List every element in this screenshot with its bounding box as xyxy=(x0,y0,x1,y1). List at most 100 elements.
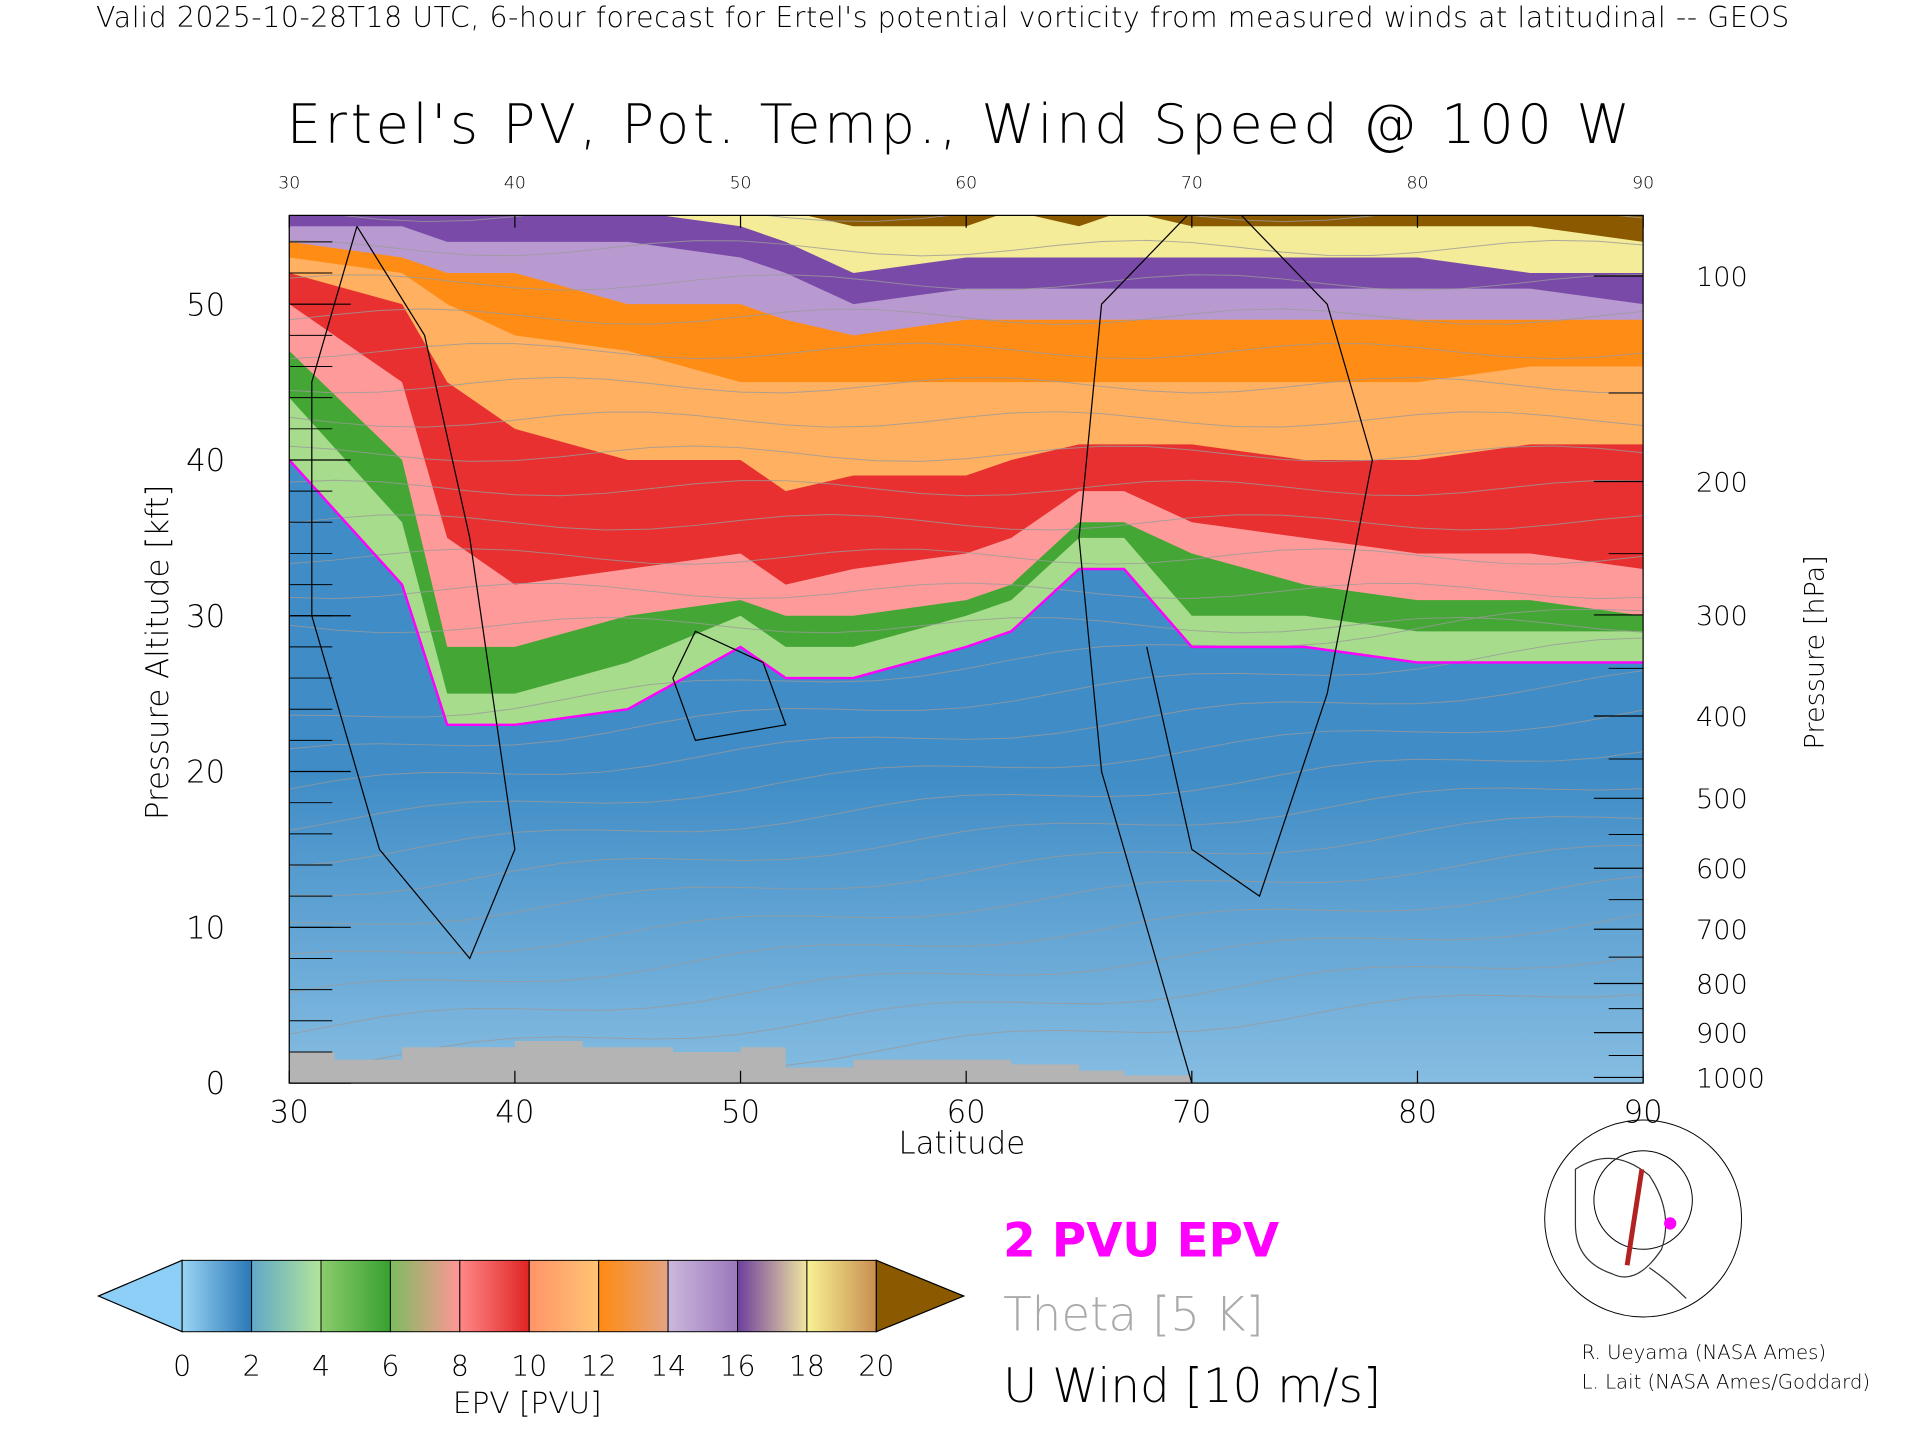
map-coastline xyxy=(1574,1157,1687,1299)
pressure-axis-label: Pressure [hPa] xyxy=(1800,555,1831,750)
theta-contour xyxy=(289,445,1644,462)
colorbar-tick-label: 16 xyxy=(719,1350,755,1383)
theta-contour xyxy=(289,787,1644,897)
cross-section-line xyxy=(1624,1168,1645,1266)
theta-contour xyxy=(289,637,1644,750)
x-tick-label: 30 xyxy=(270,1094,309,1130)
colorbar-tick-label: 12 xyxy=(581,1350,617,1383)
colorbar-segment xyxy=(389,1259,461,1333)
map-circle xyxy=(1544,1119,1743,1318)
wind-contour xyxy=(1146,215,1373,898)
x-tick-label: 40 xyxy=(495,1094,534,1130)
theta-contour xyxy=(289,670,1644,790)
theta-contour xyxy=(289,582,1644,600)
x-tick-label: 50 xyxy=(721,1094,760,1130)
theta-contour xyxy=(289,816,1644,925)
colorbar-tick-label: 8 xyxy=(451,1350,469,1383)
plot-area xyxy=(289,215,1644,1084)
x-tick-label-top: 60 xyxy=(955,173,977,193)
x-axis-label: Latitude xyxy=(898,1124,1026,1161)
x-tick-label-top: 80 xyxy=(1407,173,1429,193)
theta-contour xyxy=(289,479,1644,497)
legend-pv: 2 PVU EPV xyxy=(1003,1213,1280,1268)
colorbar-under-arrow xyxy=(96,1259,183,1333)
theta-contour xyxy=(289,709,1644,831)
colorbar-label: EPV [PVU] xyxy=(452,1385,602,1421)
credit-line-2: L. Lait (NASA Ames/Goddard) xyxy=(1581,1369,1871,1394)
pressure-tick-label: 200 xyxy=(1696,467,1748,498)
x-tick-label-top: 50 xyxy=(730,173,752,193)
pressure-tick-label: 100 xyxy=(1696,262,1748,293)
pv-2-contour xyxy=(289,459,1644,727)
colorbar-segment xyxy=(320,1259,391,1333)
theta-contour xyxy=(289,548,1644,565)
colorbar-tick-label: 6 xyxy=(381,1350,399,1383)
colorbar-segment xyxy=(459,1259,530,1333)
legend-wind: U Wind [10 m/s] xyxy=(1003,1358,1382,1413)
y-tick-label: 50 xyxy=(186,287,225,323)
theta-contour xyxy=(289,239,1644,257)
x-tick-label-top: 90 xyxy=(1632,173,1654,193)
x-tick-label-top: 70 xyxy=(1181,173,1203,193)
theta-contour xyxy=(289,608,1644,718)
epv-band-below-2 xyxy=(289,459,1644,1084)
colorbar-segment xyxy=(806,1259,877,1333)
colorbar-segment xyxy=(528,1259,600,1333)
colorbar-segment xyxy=(667,1259,738,1333)
pressure-tick-label: 600 xyxy=(1696,854,1748,885)
y-tick-label: 40 xyxy=(186,443,225,479)
theta-contour xyxy=(289,875,1644,994)
location-dot xyxy=(1664,1217,1677,1230)
theta-contour xyxy=(289,616,1644,634)
x-tick-label: 70 xyxy=(1172,1094,1211,1130)
y-tick-label: 20 xyxy=(186,755,225,791)
x-tick-label: 90 xyxy=(1624,1094,1663,1130)
y-tick-label: 0 xyxy=(206,1066,226,1102)
theta-contour xyxy=(289,274,1644,291)
theta-contour xyxy=(289,411,1644,428)
pressure-tick-label: 400 xyxy=(1696,702,1748,733)
pressure-tick-label: 900 xyxy=(1696,1018,1748,1049)
pressure-tick-label: 1000 xyxy=(1696,1063,1765,1094)
x-tick-label: 60 xyxy=(947,1094,986,1130)
theta-contour xyxy=(289,342,1644,360)
colorbar-over-arrow xyxy=(875,1259,966,1333)
colorbar-tick-label: 0 xyxy=(173,1350,191,1383)
pressure-tick-label: 300 xyxy=(1696,601,1748,632)
colorbar-segment xyxy=(251,1259,322,1333)
colorbar-segment xyxy=(598,1259,669,1333)
theta-contour xyxy=(289,844,1644,955)
theta-contour xyxy=(289,514,1644,531)
x-tick-label-top: 30 xyxy=(278,173,300,193)
theta-contour xyxy=(289,308,1644,325)
x-tick-label: 80 xyxy=(1398,1094,1437,1130)
colorbar-tick-label: 14 xyxy=(650,1350,686,1383)
colorbar-segment xyxy=(737,1259,808,1333)
pressure-tick-label: 700 xyxy=(1696,915,1748,946)
y-axis-label: Pressure Altitude [kft] xyxy=(139,484,176,821)
locator-map-icon xyxy=(1544,1119,1743,1318)
colorbar-tick-label: 18 xyxy=(789,1350,825,1383)
theta-contour xyxy=(289,376,1644,394)
colorbar-tick-label: 20 xyxy=(858,1350,894,1383)
y-tick-label: 30 xyxy=(186,599,225,635)
pressure-tick-label: 500 xyxy=(1696,784,1748,815)
map-circle xyxy=(1593,1150,1693,1250)
theta-contour xyxy=(289,954,1644,1073)
colorbar-segment xyxy=(181,1259,253,1333)
theta-contour xyxy=(289,751,1644,867)
wind-contour xyxy=(672,630,787,742)
wind-contour xyxy=(1078,215,1193,1084)
colorbar-tick-label: 4 xyxy=(312,1350,330,1383)
legend-theta: Theta [5 K] xyxy=(1003,1287,1264,1342)
x-tick-label-top: 40 xyxy=(504,173,526,193)
credit-line-1: R. Ueyama (NASA Ames) xyxy=(1581,1340,1827,1364)
theta-contour xyxy=(289,913,1644,1035)
chart-title: Ertel's PV, Pot. Temp., Wind Speed @ 100… xyxy=(286,93,1634,157)
pressure-tick-label: 800 xyxy=(1696,969,1748,1000)
valid-time-header: Valid 2025-10-28T18 UTC, 6-hour forecast… xyxy=(96,2,1790,35)
colorbar-tick-label: 10 xyxy=(511,1350,547,1383)
y-tick-label: 10 xyxy=(186,910,225,946)
